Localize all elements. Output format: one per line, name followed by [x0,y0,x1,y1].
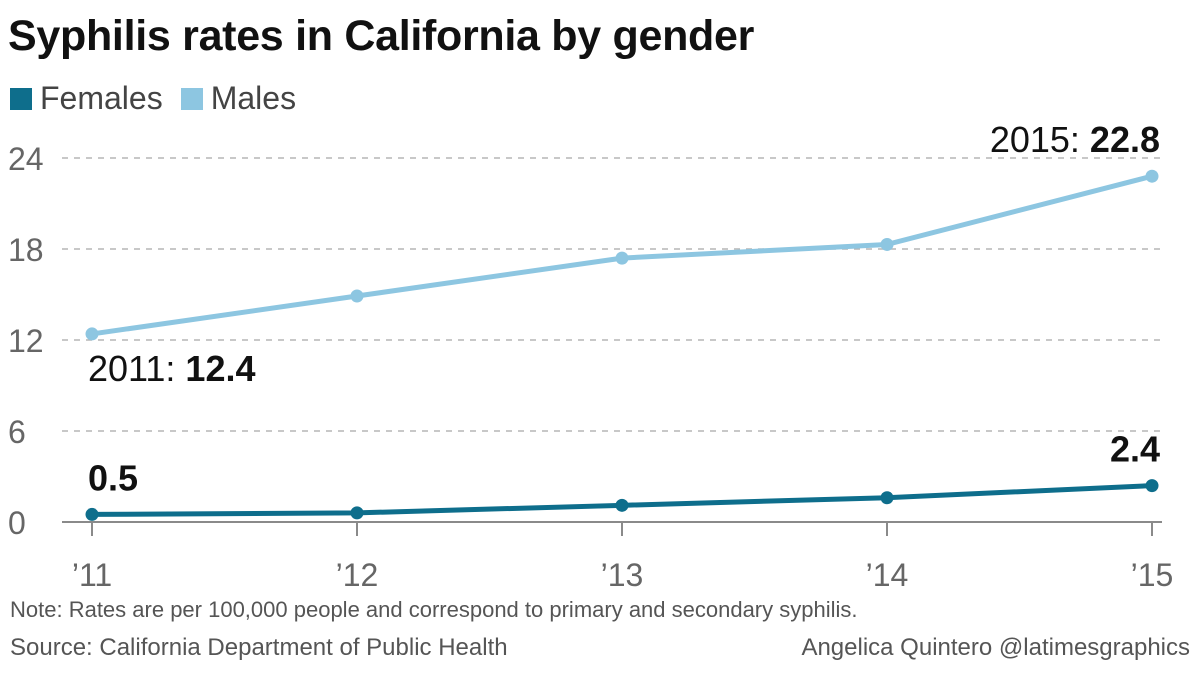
point-females-2014 [880,491,894,505]
point-males-2011 [85,327,99,341]
y-tick-label-12: 12 [8,323,44,359]
legend-swatch-females [10,87,32,110]
x-tick-label-2013: ’13 [601,557,644,593]
annotation-value: 0.5 [88,457,138,498]
annotation-females-2011: 0.5 [88,457,138,498]
annotation-females-2015: 2.4 [1110,429,1160,470]
y-tick-label-0: 0 [8,505,26,541]
point-males-2012 [350,289,364,303]
point-males-2015 [1145,169,1159,183]
legend-label-males: Males [210,80,297,116]
legend-item-females: Females [10,80,163,117]
chart-source: Source: California Department of Public … [10,634,508,661]
point-females-2011 [85,507,99,521]
point-females-2012 [350,506,364,520]
chart-credit: Angelica Quintero @latimesgraphics [801,634,1190,661]
point-males-2013 [615,251,629,265]
annotation-prefix: 2015: [990,119,1090,160]
annotation-value: 12.4 [185,348,255,389]
y-tick-label-24: 24 [8,141,44,177]
legend: Females Males [10,80,314,117]
point-females-2013 [615,498,629,512]
annotation-males-2011: 2011: 12.4 [88,348,256,389]
x-tick-label-2012: ’12 [336,557,379,593]
annotation-value: 2.4 [1110,429,1160,470]
legend-label-females: Females [40,80,163,116]
y-tick-label-6: 6 [8,414,26,450]
annotation-prefix: 2011: [88,348,185,389]
line-chart: 0 6 12 18 24 ’11 ’12 ’13 ’14 ’15 2011: 12.4 2015: 2… [8,119,1174,593]
x-tick-label-2014: ’14 [866,557,909,593]
chart-note: Note: Rates are per 100,000 people and c… [10,597,858,622]
point-females-2015 [1145,479,1159,493]
x-tick-label-2011: ’11 [72,557,112,593]
point-males-2014 [880,237,894,251]
annotation-value: 22.8 [1090,119,1160,160]
legend-item-males: Males [180,80,297,117]
x-tick-label-2015: ’15 [1131,557,1174,593]
y-tick-label-18: 18 [8,232,44,268]
chart-title: Syphilis rates in California by gender [8,12,755,60]
annotation-males-2015: 2015: 22.8 [990,119,1160,160]
legend-swatch-males [180,87,203,110]
